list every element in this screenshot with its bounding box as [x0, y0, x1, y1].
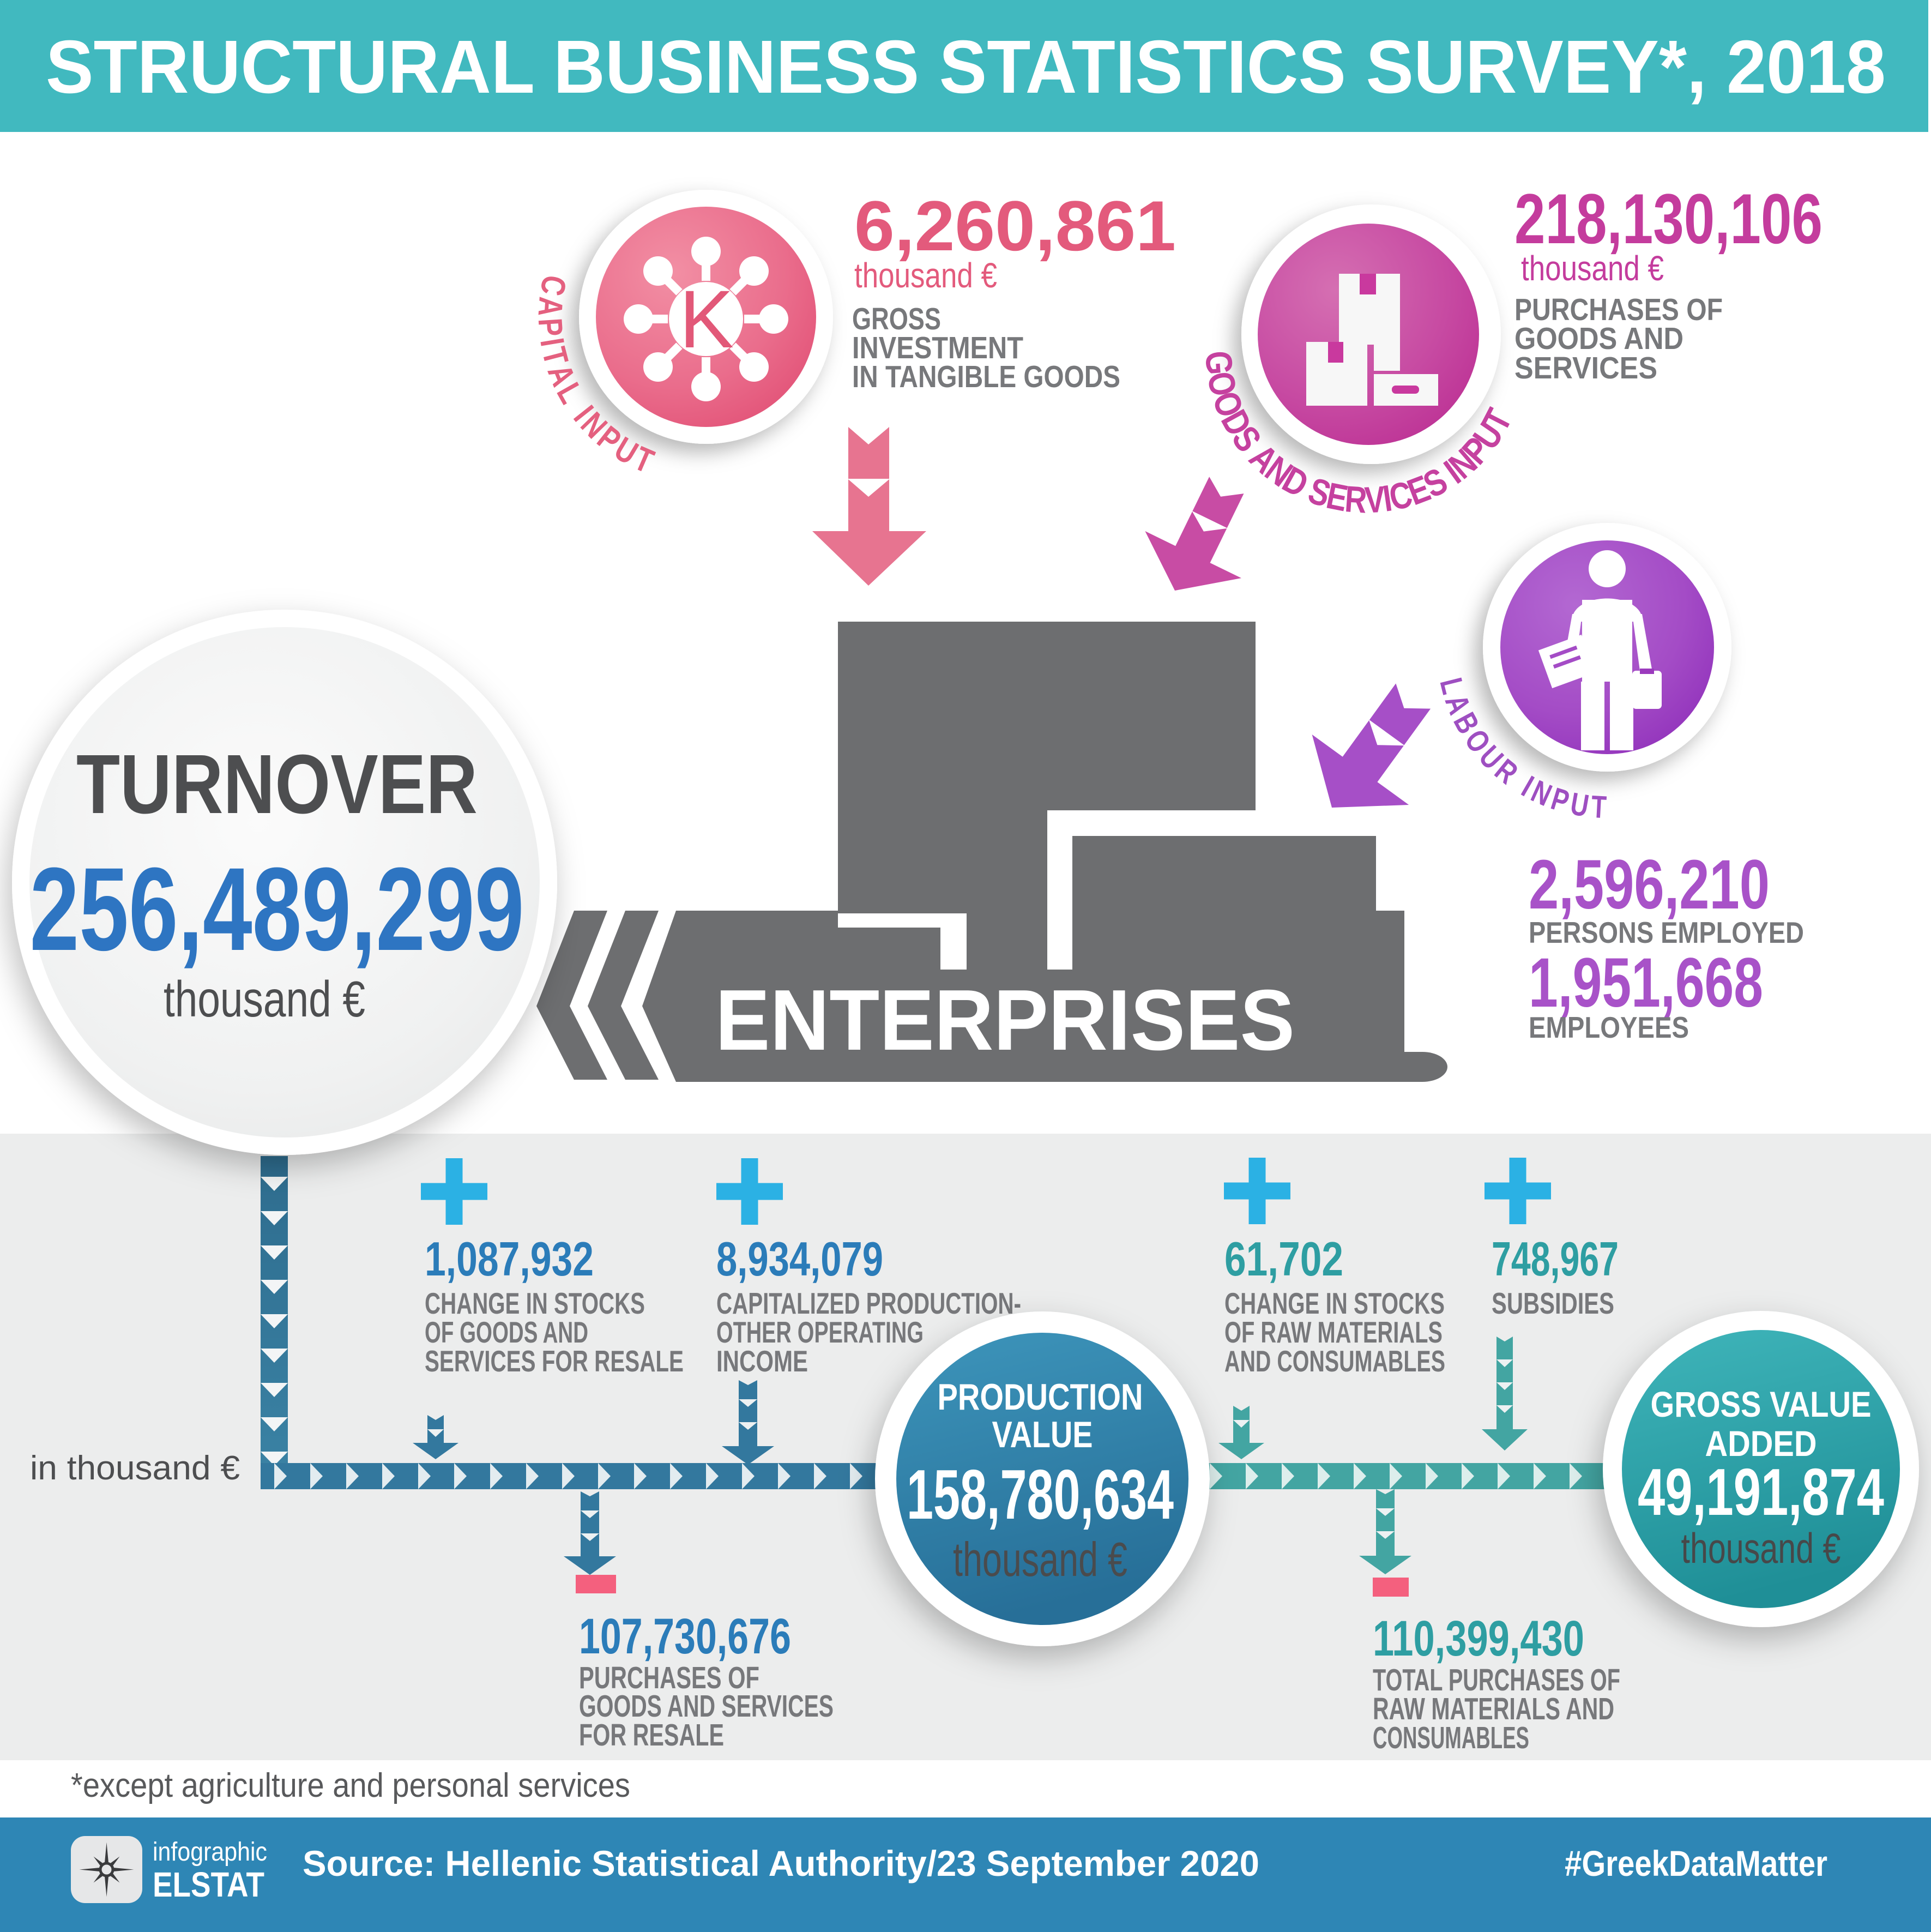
svg-text:GOODS AND: GOODS AND — [1514, 321, 1683, 356]
svg-text:PURCHASES OF: PURCHASES OF — [579, 1660, 759, 1695]
svg-text:INCOME: INCOME — [716, 1344, 808, 1378]
svg-text:SERVICES FOR RESALE: SERVICES FOR RESALE — [425, 1344, 684, 1378]
svg-text:VALUE: VALUE — [992, 1414, 1093, 1455]
svg-text:#GreekDataMatter: #GreekDataMatter — [1565, 1843, 1827, 1883]
svg-text:GROSS VALUE: GROSS VALUE — [1651, 1384, 1872, 1424]
svg-text:R: R — [1343, 479, 1368, 521]
svg-text:CHANGE IN STOCKS: CHANGE IN STOCKS — [425, 1286, 645, 1320]
svg-text:6,260,861: 6,260,861 — [854, 186, 1176, 266]
svg-text:AND CONSUMABLES: AND CONSUMABLES — [1224, 1344, 1445, 1378]
svg-text:thousand €: thousand € — [953, 1532, 1127, 1586]
svg-text:GROSS: GROSS — [852, 302, 941, 336]
svg-text:110,399,430: 110,399,430 — [1373, 1611, 1584, 1666]
svg-text:Source: Hellenic Statistical A: Source: Hellenic Statistical Authority/2… — [303, 1843, 1259, 1883]
svg-text:CONSUMABLES: CONSUMABLES — [1373, 1720, 1529, 1755]
svg-text:2,596,210: 2,596,210 — [1529, 846, 1770, 924]
svg-text:FOR RESALE: FOR RESALE — [579, 1718, 724, 1753]
svg-text:CAPITALIZED PRODUCTION-: CAPITALIZED PRODUCTION- — [716, 1286, 1021, 1320]
svg-text:V: V — [1363, 479, 1386, 521]
svg-text:INVESTMENT: INVESTMENT — [852, 330, 1023, 365]
svg-text:STRUCTURAL BUSINESS STATISTICS: STRUCTURAL BUSINESS STATISTICS SURVEY*, … — [46, 25, 1886, 109]
svg-text:TOTAL PURCHASES OF: TOTAL PURCHASES OF — [1373, 1663, 1620, 1698]
svg-text:ELSTAT: ELSTAT — [153, 1865, 264, 1904]
svg-text:1,087,932: 1,087,932 — [425, 1232, 594, 1286]
svg-text:thousand €: thousand € — [1681, 1524, 1841, 1572]
svg-text:G: G — [1197, 350, 1240, 376]
svg-text:thousand €: thousand € — [854, 256, 997, 295]
svg-text:PERSONS EMPLOYED: PERSONS EMPLOYED — [1529, 916, 1804, 949]
svg-text:61,702: 61,702 — [1224, 1232, 1343, 1286]
svg-text:*except agriculture and person: *except agriculture and personal service… — [71, 1767, 630, 1804]
svg-text:T: T — [1590, 790, 1607, 826]
svg-text:P: P — [531, 317, 570, 338]
svg-text:CHANGE IN STOCKS: CHANGE IN STOCKS — [1224, 1286, 1445, 1320]
svg-text:8,934,079: 8,934,079 — [716, 1232, 883, 1286]
svg-text:218,130,106: 218,130,106 — [1514, 179, 1823, 258]
svg-text:EMPLOYEES: EMPLOYEES — [1529, 1010, 1689, 1044]
svg-text:ADDED: ADDED — [1705, 1423, 1817, 1464]
svg-text:IN TANGIBLE GOODS: IN TANGIBLE GOODS — [852, 359, 1120, 394]
svg-text:1,951,668: 1,951,668 — [1529, 944, 1763, 1022]
svg-text:158,780,634: 158,780,634 — [907, 1455, 1174, 1534]
svg-text:thousand €: thousand € — [1521, 249, 1664, 288]
svg-text:thousand €: thousand € — [164, 971, 365, 1027]
svg-text:infographic: infographic — [153, 1838, 267, 1867]
svg-text:OTHER OPERATING: OTHER OPERATING — [716, 1315, 924, 1349]
svg-text:A: A — [531, 296, 570, 317]
svg-text:PURCHASES OF: PURCHASES OF — [1514, 292, 1723, 327]
svg-text:GOODS AND SERVICES: GOODS AND SERVICES — [579, 1689, 834, 1724]
svg-text:107,730,676: 107,730,676 — [579, 1609, 791, 1664]
svg-text:K: K — [679, 273, 734, 365]
svg-text:OF GOODS AND: OF GOODS AND — [425, 1315, 588, 1349]
svg-text:SUBSIDIES: SUBSIDIES — [1492, 1286, 1614, 1320]
svg-text:ENTERPRISES: ENTERPRISES — [715, 972, 1295, 1068]
svg-text:SERVICES: SERVICES — [1514, 351, 1657, 386]
svg-text:PRODUCTION: PRODUCTION — [938, 1376, 1143, 1418]
svg-text:OF RAW MATERIALS: OF RAW MATERIALS — [1224, 1315, 1443, 1349]
svg-text:in thousand €: in thousand € — [30, 1449, 240, 1487]
svg-text:49,191,874: 49,191,874 — [1638, 1455, 1884, 1529]
svg-text:256,489,299: 256,489,299 — [30, 843, 524, 975]
svg-text:TURNOVER: TURNOVER — [76, 737, 478, 831]
svg-text:748,967: 748,967 — [1492, 1232, 1619, 1286]
svg-text:RAW MATERIALS AND: RAW MATERIALS AND — [1373, 1692, 1614, 1726]
